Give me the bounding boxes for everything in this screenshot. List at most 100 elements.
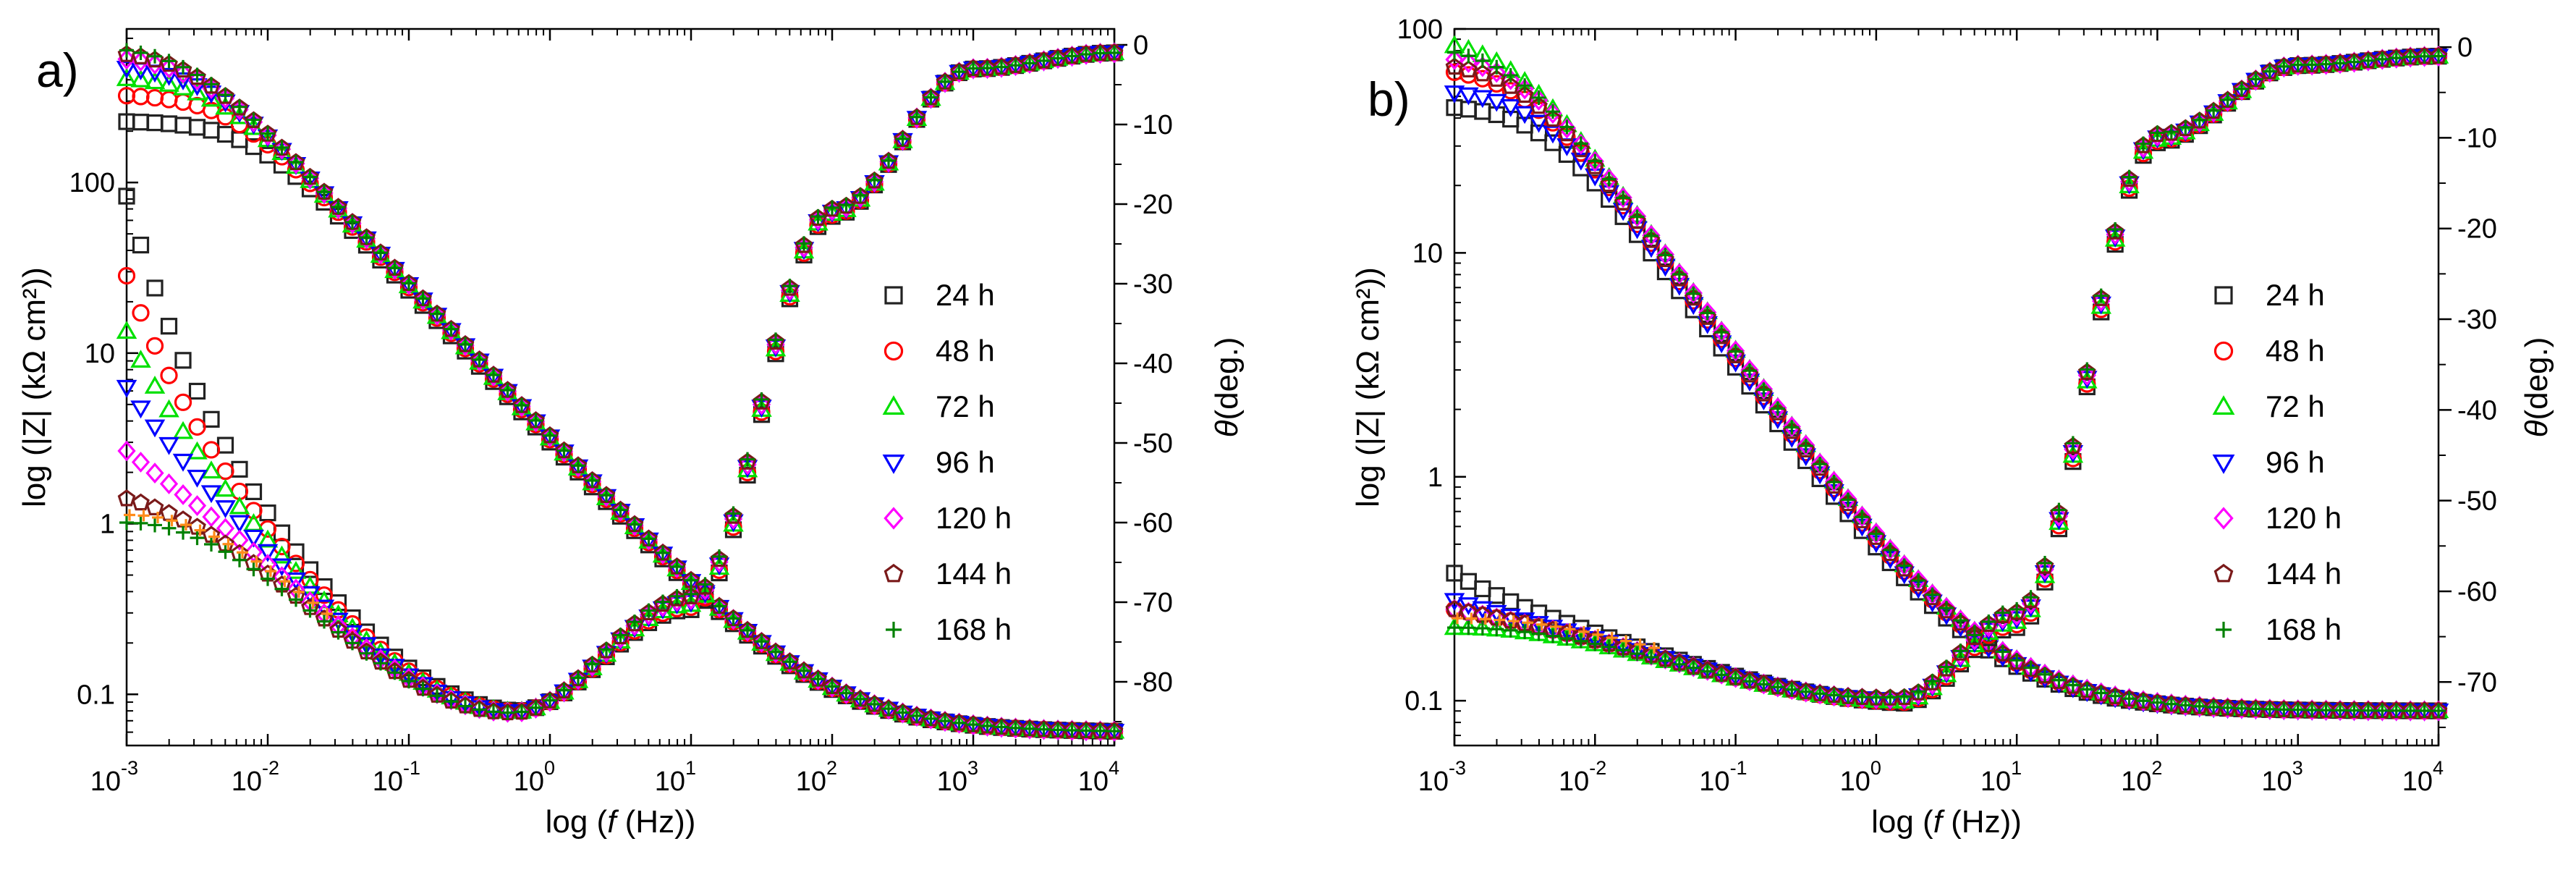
magnitude-point <box>200 88 222 107</box>
x-tick-label: 10 <box>1840 766 1870 797</box>
magnitude-point <box>1588 153 1603 169</box>
magnitude-point <box>130 69 151 88</box>
legend-label: 48 h <box>2266 334 2325 368</box>
phase-point <box>839 198 854 213</box>
magnitude-point <box>1826 475 1842 490</box>
magnitude-point <box>1616 190 1631 206</box>
magnitude-point <box>585 473 600 488</box>
phase-point <box>174 484 192 505</box>
phase-point <box>1754 673 1774 695</box>
magnitude-point <box>611 500 630 522</box>
magnitude-point <box>726 611 741 626</box>
y2-axis-label-var: θ <box>2519 420 2554 437</box>
magnitude-point <box>2077 680 2096 698</box>
magnitude-point <box>202 77 221 99</box>
phase-point <box>2162 124 2181 141</box>
phase-point <box>952 64 967 80</box>
legend-label: 120 h <box>2266 501 2342 535</box>
magnitude-point <box>159 57 179 79</box>
magnitude-point <box>272 138 292 160</box>
magnitude-point <box>867 697 882 712</box>
phase-point <box>472 702 487 717</box>
legend-item: 144 h <box>884 557 1012 591</box>
phase-point <box>2276 59 2292 74</box>
phase-point <box>669 588 685 604</box>
phase-point <box>640 603 658 621</box>
phase-overlay-point <box>166 515 178 527</box>
phase-point <box>331 625 346 640</box>
legend-item: 48 h <box>2213 334 2325 368</box>
phase-point <box>907 107 926 129</box>
phase-point <box>159 473 179 494</box>
magnitude-point <box>190 67 205 83</box>
magnitude-point <box>1784 420 1800 435</box>
magnitude-point <box>359 230 374 245</box>
phase-point <box>2333 56 2347 71</box>
legend-label: 168 h <box>2266 612 2342 646</box>
magnitude-point <box>441 319 461 341</box>
phase-point <box>599 642 614 657</box>
magnitude-point <box>582 470 602 492</box>
phase-point <box>1868 690 1884 705</box>
phase-point <box>571 670 585 685</box>
magnitude-point <box>160 115 178 132</box>
phase-point <box>2080 362 2095 377</box>
magnitude-point <box>415 291 431 306</box>
magnitude-point <box>2234 701 2249 716</box>
magnitude-point <box>627 517 642 532</box>
x-tick-exponent: -2 <box>1589 757 1606 779</box>
legend-marker <box>2213 507 2234 530</box>
phase-point <box>837 196 855 214</box>
phase-point <box>879 151 898 173</box>
magnitude-point <box>1642 224 1661 246</box>
phase-point <box>200 485 222 504</box>
magnitude-point <box>174 117 192 134</box>
magnitude-point <box>188 119 206 136</box>
phase-point <box>387 665 402 680</box>
magnitude-point <box>413 289 433 311</box>
phase-point <box>2122 169 2137 185</box>
phase-overlay-point <box>222 538 234 550</box>
magnitude-point <box>1614 193 1632 211</box>
magnitude-point <box>2164 696 2179 711</box>
phase-point <box>2431 48 2446 64</box>
y-tick-label: 0.1 <box>1404 686 1443 717</box>
magnitude-point <box>1107 724 1122 739</box>
phase-point <box>1644 649 1658 664</box>
x-tick-exponent: 3 <box>967 757 978 779</box>
phase-point <box>216 436 234 454</box>
phase-point <box>130 350 151 368</box>
phase-point <box>2119 171 2139 193</box>
phase-point <box>160 318 178 335</box>
phase-point <box>1531 626 1546 641</box>
legend-label: 144 h <box>2266 557 2342 591</box>
magnitude-point <box>2038 667 2052 682</box>
magnitude-point <box>754 634 769 649</box>
phase-point <box>1445 600 1464 617</box>
phase-point <box>1897 689 1912 704</box>
magnitude-point <box>116 68 137 86</box>
magnitude-point <box>2417 704 2432 719</box>
x-tick-exponent: -3 <box>1449 757 1466 779</box>
magnitude-point <box>2022 659 2040 677</box>
x-tick-exponent: 0 <box>544 757 555 779</box>
phase-point <box>865 171 884 193</box>
y2-tick-label: -40 <box>1133 349 1173 379</box>
phase-point <box>118 187 135 205</box>
magnitude-series-168h <box>1447 45 2446 719</box>
phase-point <box>145 463 164 483</box>
magnitude-point <box>724 609 743 630</box>
x-tick-exponent: 3 <box>2292 757 2303 779</box>
phase-point <box>964 58 983 80</box>
magnitude-point <box>2136 693 2151 709</box>
phase-point <box>613 628 628 643</box>
phase-point <box>158 399 179 418</box>
magnitude-point <box>1530 124 1548 142</box>
magnitude-point <box>1486 93 1507 112</box>
y2-tick-label: 0 <box>1133 30 1148 61</box>
magnitude-point <box>853 691 868 706</box>
magnitude-point <box>2009 653 2025 668</box>
magnitude-point <box>456 334 475 356</box>
magnitude-point <box>444 321 459 337</box>
